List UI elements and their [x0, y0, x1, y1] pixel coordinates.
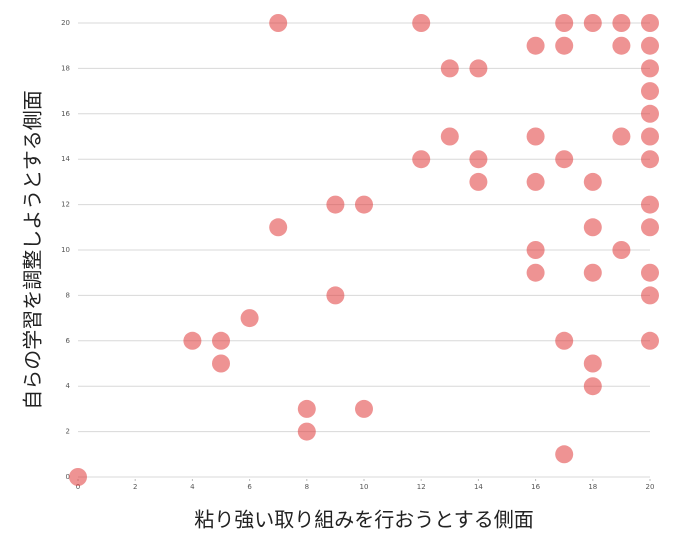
y-tick-label: 4: [66, 382, 71, 390]
point: [612, 36, 631, 55]
y-tick-label: 16: [61, 110, 70, 118]
x-tick-label: 4: [190, 483, 195, 491]
point: [69, 468, 87, 486]
point: [326, 286, 345, 305]
y-tick-label: 0: [66, 473, 70, 481]
point: [526, 241, 545, 259]
point: [641, 104, 659, 123]
point: [212, 354, 230, 373]
y-tick-label: 12: [61, 201, 70, 209]
point: [183, 331, 202, 350]
point: [641, 127, 659, 146]
x-tick-label: 2: [133, 483, 137, 491]
y-axis-label: 自らの学習を調整しようとする側面: [21, 90, 45, 409]
x-tick-label: 14: [474, 483, 483, 491]
x-tick-label: 10: [360, 483, 369, 491]
x-tick-label: 6: [247, 483, 252, 491]
point: [641, 14, 659, 32]
point: [355, 399, 373, 418]
point: [440, 59, 459, 78]
point: [269, 218, 288, 237]
point: [641, 218, 659, 237]
point: [469, 150, 488, 169]
y-tick-label: 6: [66, 337, 71, 345]
x-tick-label: 18: [588, 483, 597, 491]
point: [526, 263, 545, 282]
y-tick-label: 2: [66, 428, 70, 436]
point: [583, 377, 602, 396]
point: [555, 150, 574, 169]
point: [412, 150, 431, 169]
point: [526, 36, 545, 55]
point: [612, 127, 631, 146]
point: [583, 218, 602, 237]
point: [583, 172, 602, 191]
y-tick-label: 20: [61, 19, 70, 27]
y-tick-label: 14: [61, 155, 70, 163]
point: [355, 195, 373, 214]
point: [583, 14, 602, 32]
point: [641, 59, 659, 78]
point: [641, 195, 659, 214]
y-tick-label: 10: [61, 246, 70, 254]
point: [469, 59, 488, 78]
point: [641, 331, 659, 350]
point: [326, 195, 345, 214]
x-tick-label: 16: [531, 483, 540, 491]
point: [440, 127, 459, 146]
x-tick-label: 8: [305, 483, 309, 491]
x-axis-label: 粘り強い取り組みを行おうとする側面: [194, 508, 533, 532]
point: [583, 263, 602, 282]
point: [269, 14, 288, 32]
x-tick-label: 0: [76, 483, 80, 491]
point: [612, 14, 631, 32]
point: [641, 150, 659, 169]
point: [555, 331, 574, 350]
point: [641, 263, 659, 282]
point: [641, 82, 659, 101]
point: [641, 36, 659, 55]
point: [212, 331, 230, 350]
point: [555, 14, 574, 32]
point: [297, 422, 316, 441]
point: [526, 127, 545, 146]
point: [641, 286, 659, 305]
point: [555, 36, 574, 55]
point: [583, 354, 602, 373]
point: [469, 172, 488, 191]
y-tick-label: 18: [61, 64, 70, 72]
x-tick-label: 12: [417, 483, 426, 491]
point: [612, 241, 631, 259]
point: [526, 172, 545, 191]
point: [297, 399, 316, 418]
point: [555, 445, 574, 464]
point: [240, 309, 259, 328]
x-tick-label: 20: [646, 483, 655, 491]
point: [412, 14, 431, 32]
y-tick-label: 8: [66, 291, 70, 299]
